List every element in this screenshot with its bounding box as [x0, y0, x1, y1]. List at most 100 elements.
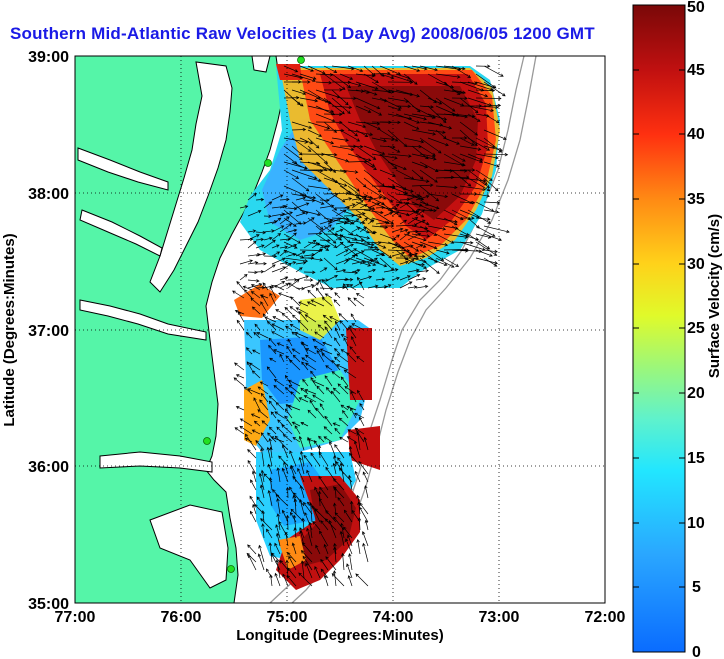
velocity-arrow	[379, 137, 395, 141]
velocity-arrow	[334, 337, 341, 347]
velocity-arrow	[323, 257, 338, 271]
velocity-arrow	[347, 81, 362, 87]
velocity-arrow	[356, 432, 361, 451]
velocity-arrow	[427, 193, 449, 199]
velocity-arrow	[351, 509, 361, 523]
velocity-arrow	[332, 570, 337, 587]
velocity-arrow	[248, 554, 257, 571]
velocity-arrow	[307, 177, 322, 183]
velocity-arrow	[287, 379, 301, 387]
velocity-field	[234, 64, 500, 590]
velocity-arrow	[359, 195, 368, 201]
velocity-arrow	[345, 284, 357, 291]
velocity-arrow	[459, 81, 485, 92]
station-marker	[264, 159, 272, 167]
velocity-arrow	[279, 205, 288, 209]
velocity-arrow	[287, 243, 298, 249]
velocity-arrow	[351, 227, 361, 233]
velocity-arrow	[250, 413, 261, 419]
velocity-arrow	[391, 251, 406, 257]
velocity-arrow	[334, 512, 345, 523]
velocity-arrow	[251, 306, 261, 315]
velocity-arrow	[347, 474, 353, 491]
velocity-arrow	[359, 402, 365, 411]
velocity-arrow	[269, 357, 277, 363]
velocity-arrow	[359, 203, 368, 209]
velocity-arrow	[305, 562, 313, 579]
velocity-arrow	[399, 244, 414, 249]
velocity-arrow	[343, 221, 354, 225]
velocity-arrow	[266, 528, 273, 539]
velocity-arrow	[321, 279, 333, 291]
velocity-arrow	[308, 502, 313, 523]
velocity-arrow	[356, 494, 361, 507]
velocity-arrow	[419, 65, 439, 72]
colorbar-tick-label: 30	[687, 256, 705, 273]
velocity-arrow	[415, 244, 424, 249]
velocity-arrow	[411, 241, 427, 248]
velocity-arrow	[387, 161, 407, 171]
velocity-arrow	[294, 425, 301, 435]
velocity-arrow	[415, 254, 426, 259]
velocity-arrow	[347, 575, 353, 587]
velocity-arrow	[279, 223, 293, 233]
velocity-arrow	[383, 206, 398, 211]
velocity-arrow	[295, 251, 306, 257]
velocity-arrow	[268, 337, 277, 347]
x-axis-label: Longitude (Degrees:Minutes)	[236, 627, 444, 644]
velocity-arrow	[339, 436, 349, 443]
velocity-arrow	[335, 234, 344, 241]
velocity-arrow	[292, 436, 301, 443]
velocity-arrow	[435, 233, 455, 244]
velocity-arrow	[367, 202, 381, 209]
velocity-arrow	[371, 81, 392, 94]
velocity-arrow	[321, 353, 333, 363]
velocity-arrow	[319, 267, 328, 273]
velocity-arrow	[266, 366, 277, 379]
velocity-arrow	[321, 297, 333, 307]
velocity-arrow	[339, 169, 359, 174]
velocity-arrow	[303, 395, 317, 403]
velocity-arrow	[380, 224, 395, 228]
velocity-arrow	[328, 441, 337, 459]
velocity-arrow	[291, 169, 318, 180]
velocity-arrow	[279, 216, 290, 225]
velocity-arrow	[407, 233, 422, 241]
velocity-arrow	[324, 293, 333, 299]
velocity-arrow	[256, 496, 265, 507]
velocity-arrow	[259, 399, 269, 411]
velocity-arrow	[284, 408, 293, 419]
velocity-arrow	[443, 175, 470, 180]
velocity-arrow	[279, 276, 289, 281]
velocity-arrow	[351, 197, 362, 201]
map-title: Southern Mid-Atlantic Raw Velocities (1 …	[10, 24, 595, 43]
velocity-arrow	[330, 390, 341, 403]
velocity-arrow	[303, 454, 313, 467]
velocity-arrow	[415, 262, 426, 267]
velocity-arrow	[266, 446, 273, 467]
velocity-arrow	[272, 489, 281, 499]
velocity-arrow	[310, 452, 321, 467]
velocity-arrow	[331, 359, 341, 371]
velocity-arrow	[483, 257, 498, 267]
velocity-arrow	[403, 257, 428, 269]
velocity-arrow	[256, 332, 269, 339]
velocity-arrow	[307, 129, 323, 137]
velocity-arrow	[247, 544, 257, 555]
velocity-arrow	[250, 297, 261, 307]
velocity-arrow	[325, 365, 333, 371]
velocity-arrow	[247, 459, 257, 475]
velocity-arrow	[359, 502, 369, 515]
velocity-arrow	[315, 407, 325, 419]
velocity-arrow	[354, 412, 365, 419]
velocity-arrow	[331, 97, 351, 114]
velocity-arrow	[319, 238, 331, 243]
velocity-arrow	[359, 226, 367, 233]
velocity-arrow	[299, 137, 314, 145]
velocity-arrow	[452, 136, 468, 140]
velocity-arrow	[313, 345, 325, 355]
velocity-arrow	[427, 257, 448, 266]
velocity-arrow	[350, 313, 357, 323]
velocity-arrow	[375, 220, 389, 225]
velocity-arrow	[307, 137, 320, 149]
